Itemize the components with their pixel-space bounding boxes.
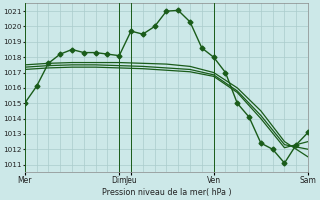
X-axis label: Pression niveau de la mer( hPa ): Pression niveau de la mer( hPa ) [102, 188, 231, 197]
